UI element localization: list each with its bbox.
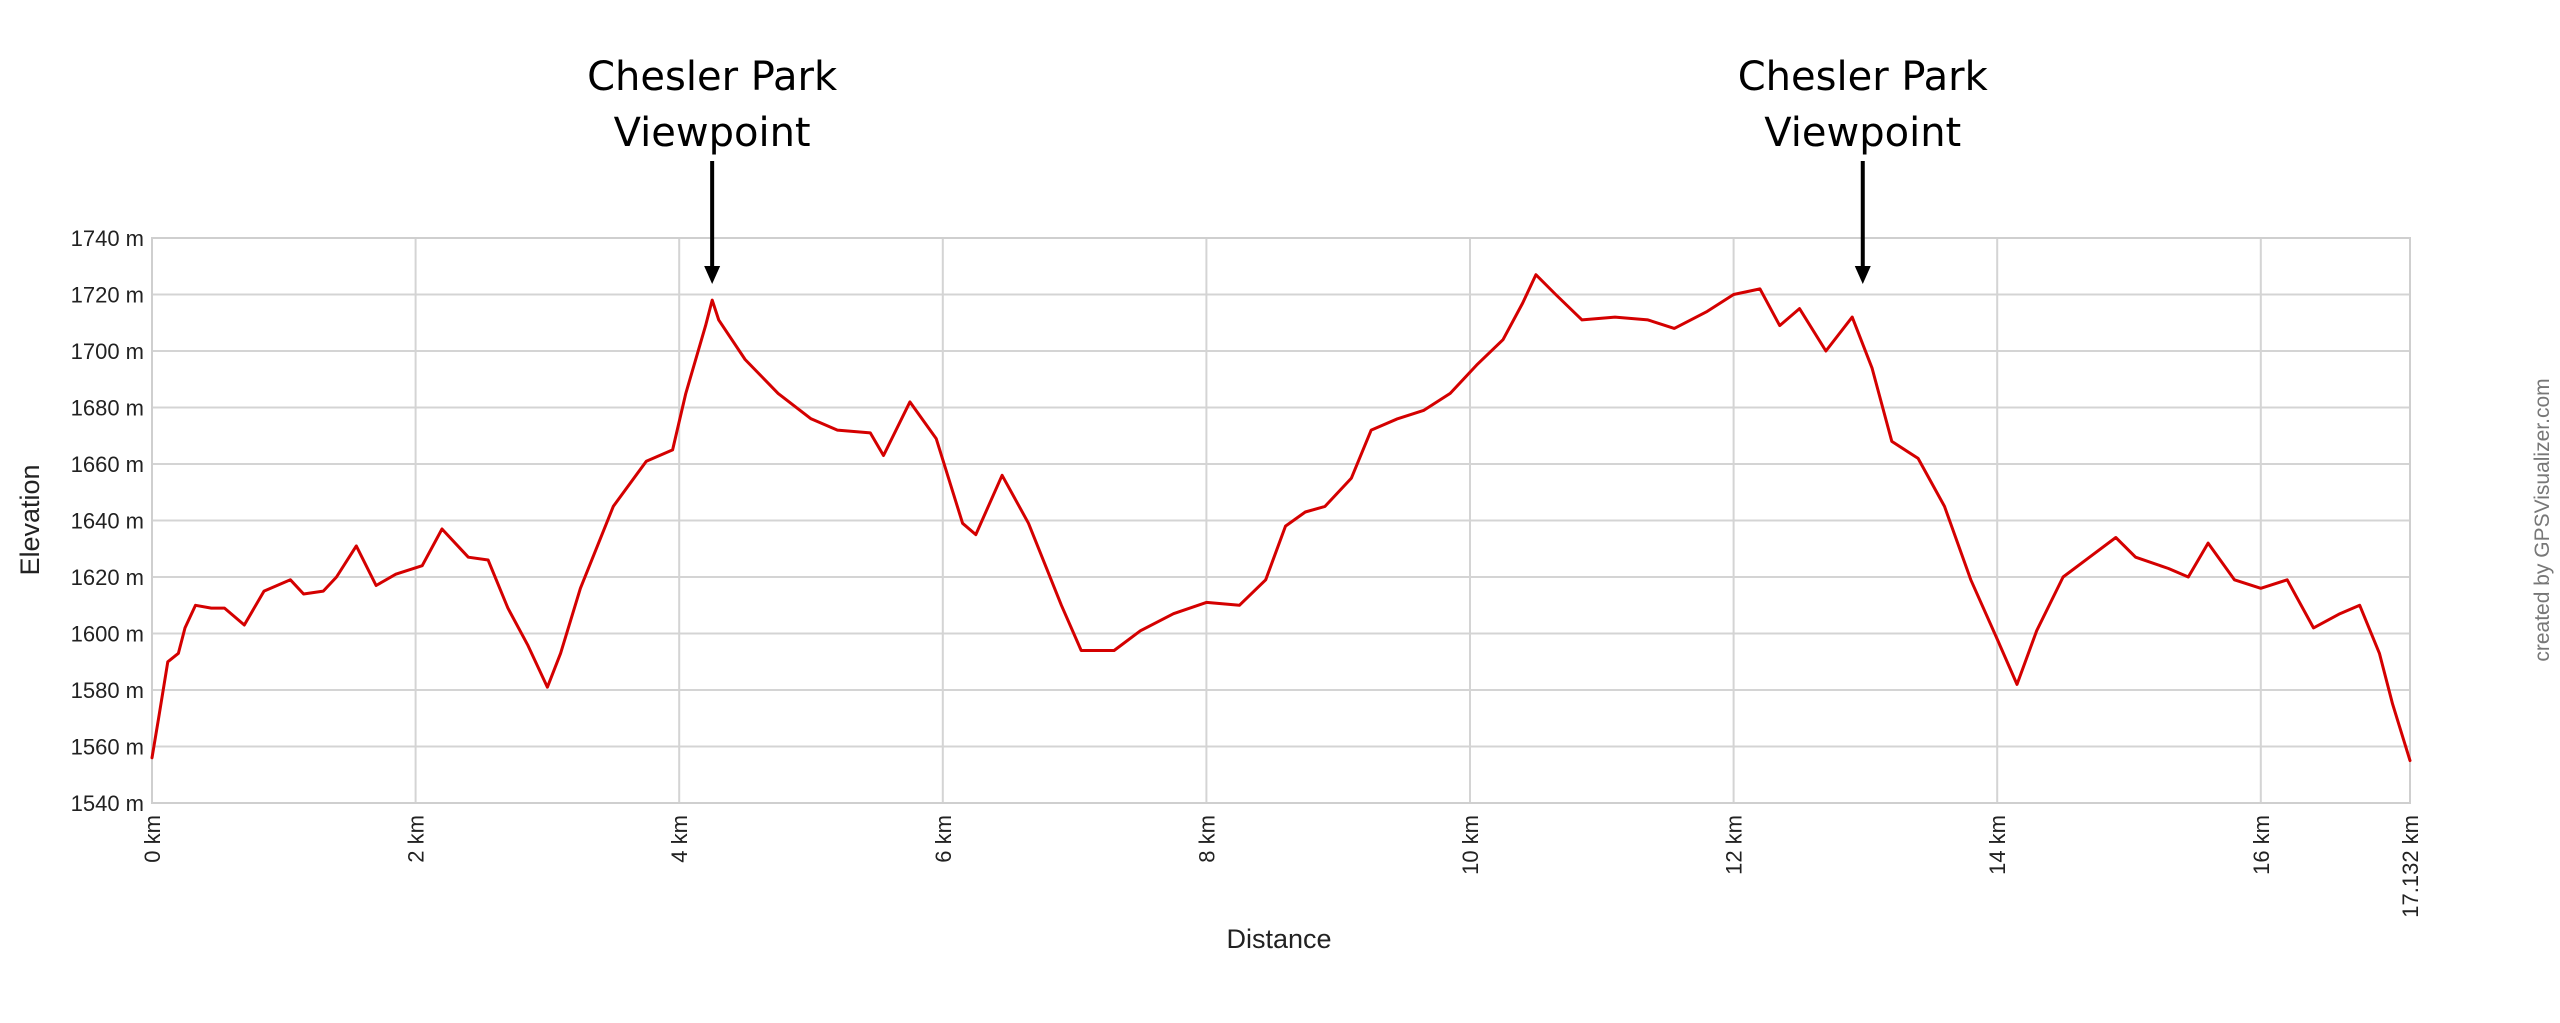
x-tick-label: 16 km: [2249, 815, 2274, 875]
y-tick-label: 1560 m: [71, 735, 144, 760]
x-tick-label: 8 km: [1194, 815, 1219, 863]
y-tick-label: 1720 m: [71, 283, 144, 308]
viewpoint-annotation-2: Chesler Park Viewpoint: [1738, 54, 1989, 285]
gpsvisualizer-watermark: created by GPSVisualizer.com: [2531, 378, 2554, 661]
y-tick-label: 1580 m: [71, 678, 144, 703]
x-tick-label: 0 km: [140, 815, 165, 863]
y-tick-label: 1680 m: [71, 396, 144, 421]
viewpoint-annotation-1: Chesler Park Viewpoint: [587, 54, 838, 285]
y-axis-title: Elevation: [15, 464, 45, 575]
y-tick-label: 1540 m: [71, 791, 144, 816]
x-tick-label: 14 km: [1985, 815, 2010, 875]
x-tick-label: 12 km: [1722, 815, 1747, 875]
annotation-2-line2: Viewpoint: [1764, 110, 1961, 156]
arrowhead-icon: [1854, 266, 1871, 285]
y-tick-label: 1640 m: [71, 509, 144, 534]
y-tick-label: 1700 m: [71, 339, 144, 364]
x-axis-title: Distance: [1226, 924, 1331, 954]
plot-area-frame: [151, 237, 2411, 804]
x-tick-label: 17.132 km: [2398, 815, 2423, 918]
y-tick-label: 1740 m: [71, 226, 144, 251]
annotation-1-line2: Viewpoint: [614, 110, 811, 156]
annotation-2-line1: Chesler Park: [1738, 54, 1989, 100]
x-tick-label: 10 km: [1458, 815, 1483, 875]
x-tick-label: 2 km: [404, 815, 429, 863]
annotation-1-line1: Chesler Park: [587, 54, 838, 100]
y-tick-label: 1600 m: [71, 622, 144, 647]
y-tick-label: 1620 m: [71, 565, 144, 590]
y-tick-label: 1660 m: [71, 452, 144, 477]
x-tick-label: 4 km: [667, 815, 692, 863]
arrowhead-icon: [704, 266, 721, 285]
x-tick-label: 6 km: [931, 815, 956, 863]
y-axis-tick-labels: 1540 m 1560 m 1580 m 1600 m 1620 m 1640 m 1660…: [71, 226, 144, 816]
elevation-line: [150, 273, 2412, 763]
x-axis-tick-labels: 0 km 2 km 4 km 6 km 8 km 10 km 12 km 14 km 16 km…: [140, 815, 2423, 918]
